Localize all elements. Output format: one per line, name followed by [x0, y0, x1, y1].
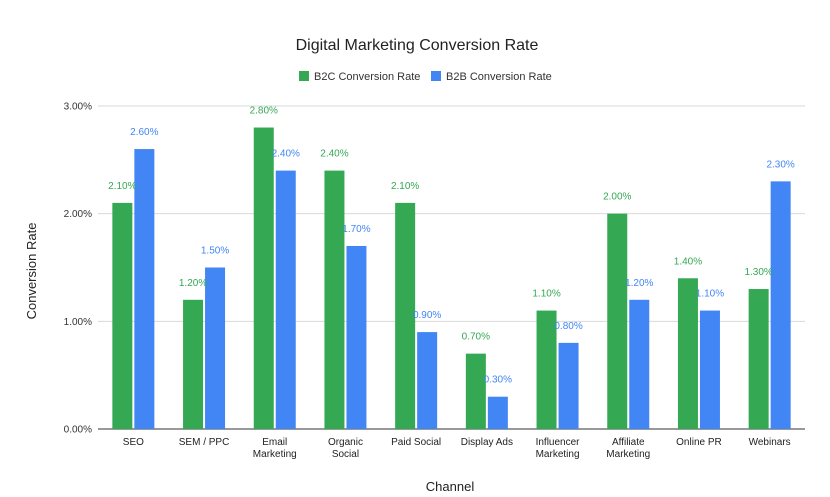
- bar: [677, 278, 698, 429]
- bar: [748, 289, 769, 429]
- bar: [253, 127, 274, 430]
- legend-label: B2C Conversion Rate: [314, 71, 420, 83]
- y-tick-label: 0.00%: [64, 425, 92, 436]
- data-label: 1.10%: [696, 289, 724, 300]
- category-label: SEM / PPC: [179, 437, 230, 448]
- category-label: Marketing: [253, 449, 297, 460]
- x-axis-categories: SEO SEM / PPC EmailMarketingOrganicSocialP…: [123, 437, 791, 460]
- bar: [112, 202, 133, 429]
- legend-swatch: [431, 71, 441, 81]
- bar: [205, 267, 226, 429]
- category-label: Social: [332, 449, 359, 460]
- data-label: 1.30%: [744, 267, 772, 278]
- data-label: 1.50%: [201, 246, 229, 257]
- bar: [346, 245, 367, 429]
- chart-title: Digital Marketing Conversion Rate: [296, 37, 539, 54]
- bar: [465, 353, 486, 429]
- category-label: Affiliate: [612, 437, 645, 448]
- data-label: 2.00%: [603, 192, 631, 203]
- bar: [324, 170, 345, 429]
- data-label: 1.20%: [179, 278, 207, 289]
- bar: [487, 396, 508, 429]
- bars: [112, 127, 791, 430]
- category-label: Organic: [328, 437, 363, 448]
- y-axis-title: Conversion Rate: [24, 223, 39, 320]
- bar: [770, 181, 791, 429]
- bar: [395, 202, 416, 429]
- bar: [558, 342, 579, 429]
- data-label: 0.70%: [462, 332, 490, 343]
- y-tick-label: 1.00%: [64, 317, 92, 328]
- legend-item: B2C Conversion Rate: [299, 71, 420, 83]
- legend-label: B2B Conversion Rate: [446, 71, 552, 83]
- y-tick-label: 2.00%: [64, 209, 92, 220]
- data-label: 2.80%: [250, 106, 278, 117]
- data-label: 0.30%: [484, 375, 512, 386]
- gridlines: [98, 105, 805, 430]
- data-label: 1.70%: [342, 224, 370, 235]
- x-axis-title: Channel: [426, 479, 475, 494]
- bar: [183, 299, 204, 429]
- category-label: Marketing: [606, 449, 650, 460]
- category-label: Marketing: [536, 449, 580, 460]
- data-label: 0.80%: [554, 321, 582, 332]
- data-label: 1.10%: [532, 289, 560, 300]
- category-label: Online PR: [676, 437, 722, 448]
- data-label: 2.40%: [272, 149, 300, 160]
- data-label: 2.10%: [108, 181, 136, 192]
- category-label: Influencer: [536, 437, 581, 448]
- legend: B2C Conversion Rate B2B Conversion Rate: [299, 71, 552, 83]
- category-label: Webinars: [749, 437, 791, 448]
- bar: [629, 299, 650, 429]
- bar: [536, 310, 557, 429]
- category-label: Display Ads: [461, 437, 513, 448]
- category-label: Paid Social: [391, 437, 441, 448]
- data-label: 2.10%: [391, 181, 419, 192]
- category-label: SEO: [123, 437, 144, 448]
- legend-swatch: [299, 71, 309, 81]
- data-label: 0.90%: [413, 310, 441, 321]
- data-label: 1.20%: [625, 278, 653, 289]
- bar: [607, 213, 628, 429]
- y-tick-label: 3.00%: [64, 102, 92, 113]
- bar: [134, 149, 155, 430]
- bar: [275, 170, 296, 429]
- bar: [699, 310, 720, 429]
- data-label: 2.40%: [320, 149, 348, 160]
- y-axis-ticks: 0.00% 1.00% 2.00% 3.00%: [64, 102, 92, 436]
- bar: [417, 332, 438, 429]
- data-labels: 2.10% 2.60% 1.20% 1.50% 2.80% 2.40% 2.40% 1.70%…: [108, 106, 795, 386]
- category-label: Email: [262, 437, 287, 448]
- data-label: 1.40%: [674, 256, 702, 267]
- data-label: 2.60%: [130, 127, 158, 138]
- data-label: 2.30%: [766, 159, 794, 170]
- legend-item: B2B Conversion Rate: [431, 71, 552, 83]
